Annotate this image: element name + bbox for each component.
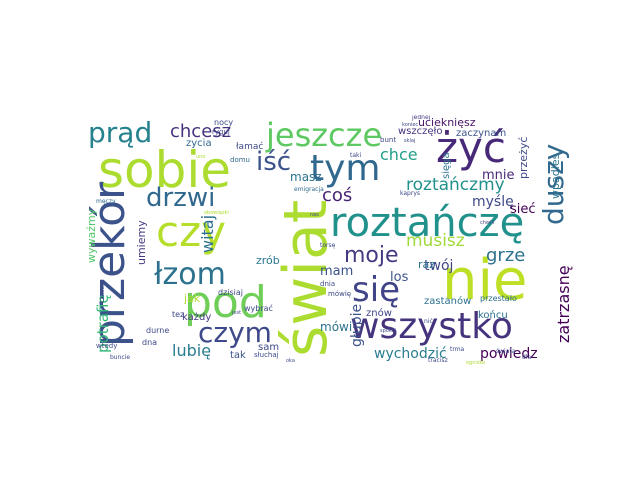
word: mówię	[328, 290, 352, 298]
word: raz	[418, 258, 436, 271]
word: końcu	[478, 310, 508, 321]
word: masz	[290, 170, 322, 184]
word: dzisiaj	[218, 288, 244, 297]
word: łzom	[154, 257, 226, 292]
word: sieć	[510, 202, 536, 217]
word: taki	[350, 152, 362, 159]
word: sobie	[98, 141, 232, 199]
word: umiemy	[135, 220, 148, 265]
word: czym	[198, 316, 272, 349]
word: czy	[156, 207, 226, 256]
word: żyć	[436, 123, 506, 172]
word: bunt	[380, 136, 397, 144]
word: mam	[320, 264, 354, 279]
word: zycia	[186, 138, 212, 149]
word: domu	[230, 156, 250, 164]
word: męczy	[96, 198, 116, 205]
word: się	[352, 270, 401, 310]
word: tak	[230, 350, 246, 361]
word: dna	[142, 338, 158, 347]
word: dla	[522, 354, 532, 361]
word: zatrzasnę	[554, 265, 573, 343]
word: jeszcze	[266, 116, 383, 154]
word: mnie	[482, 168, 515, 183]
word: nas	[310, 212, 319, 218]
word: twój	[424, 258, 454, 274]
word: ucieknięsz	[418, 116, 476, 129]
word: tez	[172, 310, 185, 319]
word: trma	[450, 346, 465, 353]
word: roztańczę	[330, 200, 525, 246]
word: chce	[380, 145, 418, 164]
word: prąd	[88, 116, 153, 149]
word: drzwi	[146, 183, 216, 213]
word: zaczynam	[456, 128, 507, 139]
word: kaprys	[400, 190, 420, 197]
word: sklaj	[404, 138, 416, 144]
word: powiedz	[480, 346, 538, 362]
word: ryguj	[212, 128, 230, 136]
word: torsę	[320, 242, 336, 249]
word: myślę	[472, 194, 514, 210]
word: dnia	[320, 280, 336, 288]
word: buncie	[110, 354, 131, 361]
word: wtedy	[96, 342, 118, 350]
word: przeżyć	[517, 136, 530, 179]
word-cloud: świat sobie nie roztańczę przekór żyć ty…	[80, 115, 576, 365]
word: witaj	[198, 214, 217, 253]
word: tracisz	[428, 357, 448, 364]
word: jak	[184, 292, 201, 305]
word: nić	[424, 318, 433, 325]
word: słuchaj	[254, 351, 279, 359]
word: sięga	[441, 152, 452, 179]
word: spokój	[380, 328, 397, 334]
word: zastanów	[424, 296, 472, 307]
word: znów	[366, 308, 392, 319]
word: wychodzić	[374, 346, 447, 362]
word: przestało	[480, 294, 517, 303]
word: wszystko	[350, 306, 513, 347]
word: świata	[496, 348, 516, 355]
word: nocy	[214, 118, 234, 127]
word: koniec	[402, 122, 419, 128]
word: wybrać	[244, 304, 273, 313]
word: sam	[258, 342, 280, 353]
word: jest	[232, 310, 242, 316]
word: wywaźmy	[85, 208, 98, 263]
word: mówi	[320, 320, 353, 334]
word: durne	[146, 326, 170, 335]
word: lubię	[172, 341, 212, 360]
word: coś	[322, 185, 353, 206]
word: pod	[184, 277, 267, 328]
word: los	[390, 270, 409, 285]
word: wszczęło	[398, 126, 443, 137]
word: zrób	[256, 254, 280, 267]
word: oka	[286, 358, 295, 364]
word: musisz	[406, 231, 465, 251]
word: uno	[196, 154, 206, 160]
word: tym	[310, 148, 381, 189]
word: ognisko	[466, 360, 486, 366]
word: każdy	[182, 312, 212, 323]
word: grze	[486, 245, 526, 266]
word: iść	[256, 147, 292, 177]
word: wpadłes	[549, 153, 562, 199]
word: jednej	[412, 115, 431, 121]
word: nie	[442, 248, 528, 313]
word: chwili	[480, 220, 495, 226]
word: moje	[344, 243, 399, 268]
word: roztańczmy	[406, 175, 505, 195]
word: chcesz	[170, 121, 232, 142]
word: obowiązki	[204, 210, 229, 216]
word: emigracja	[294, 186, 324, 193]
word: czasem	[99, 280, 106, 303]
word: łamać	[236, 142, 264, 152]
